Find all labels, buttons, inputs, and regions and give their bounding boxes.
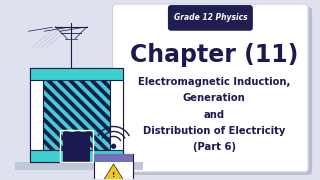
Polygon shape [0, 68, 68, 162]
Polygon shape [0, 68, 78, 162]
Bar [110, 76, 124, 154]
Text: Electromagnetic Induction,: Electromagnetic Induction, [138, 77, 290, 87]
Text: Grade 12 Physics: Grade 12 Physics [173, 13, 247, 22]
Bar [30, 68, 124, 162]
FancyBboxPatch shape [113, 4, 308, 172]
Polygon shape [0, 68, 89, 162]
Bar [30, 150, 124, 162]
Bar [60, 129, 93, 162]
Text: (Part 6): (Part 6) [193, 142, 236, 152]
FancyBboxPatch shape [168, 5, 253, 31]
Polygon shape [12, 68, 111, 162]
Text: and: and [204, 110, 225, 120]
Bar [94, 154, 133, 180]
Polygon shape [23, 68, 122, 162]
Circle shape [112, 144, 116, 148]
Bar [30, 68, 124, 80]
Polygon shape [99, 68, 198, 162]
Polygon shape [34, 68, 133, 162]
Polygon shape [1, 68, 100, 162]
Polygon shape [0, 68, 57, 162]
Polygon shape [0, 68, 35, 162]
Polygon shape [0, 68, 46, 162]
Text: Chapter (11): Chapter (11) [130, 43, 298, 68]
FancyBboxPatch shape [116, 7, 312, 175]
Polygon shape [121, 68, 220, 162]
Polygon shape [104, 164, 124, 180]
Bar [30, 76, 44, 154]
Text: !: ! [112, 172, 115, 178]
Polygon shape [55, 68, 155, 162]
Polygon shape [77, 68, 176, 162]
Polygon shape [44, 68, 144, 162]
Polygon shape [110, 68, 209, 162]
Polygon shape [132, 68, 231, 162]
Text: Generation: Generation [183, 93, 245, 103]
Bar [94, 154, 133, 162]
Bar [63, 132, 90, 162]
Polygon shape [88, 68, 187, 162]
Text: Distribution of Electricity: Distribution of Electricity [143, 126, 285, 136]
Polygon shape [66, 68, 165, 162]
Bar [15, 162, 143, 170]
